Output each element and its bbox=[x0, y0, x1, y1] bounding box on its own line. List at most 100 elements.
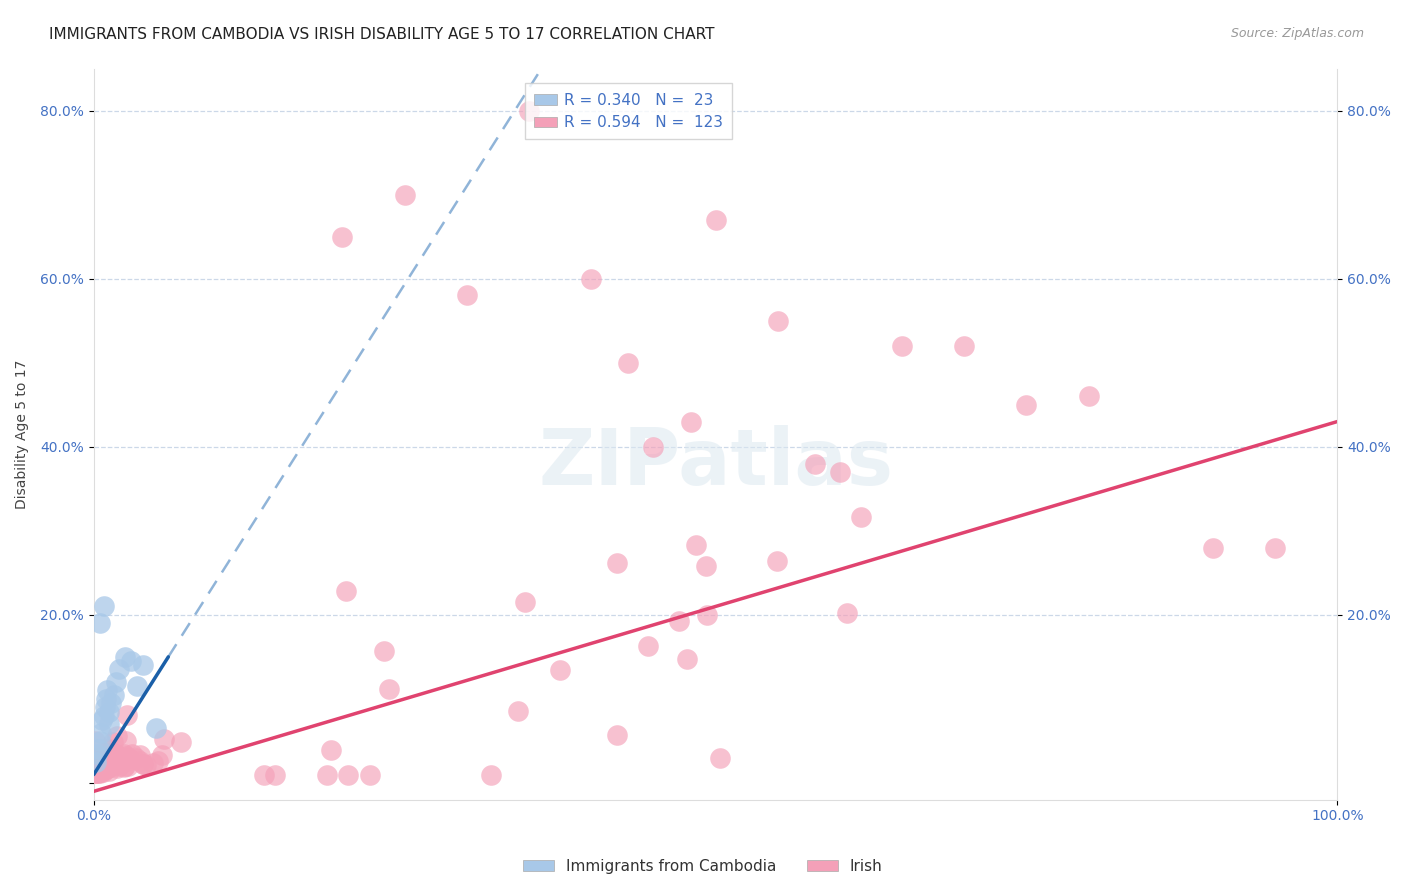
Point bbox=[105, 675, 128, 690]
Point bbox=[110, 751, 132, 765]
Point bbox=[579, 271, 602, 285]
Point bbox=[766, 554, 789, 568]
Point bbox=[264, 767, 287, 781]
Point bbox=[125, 750, 148, 764]
Point bbox=[114, 649, 136, 664]
Point bbox=[93, 708, 115, 723]
Point bbox=[373, 644, 395, 658]
Point bbox=[89, 759, 111, 773]
Point bbox=[617, 356, 640, 370]
Point bbox=[86, 765, 108, 780]
Point bbox=[104, 747, 127, 761]
Point bbox=[132, 756, 155, 771]
Point bbox=[1202, 541, 1225, 555]
Point bbox=[115, 707, 138, 722]
Point bbox=[87, 761, 110, 775]
Text: IMMIGRANTS FROM CAMBODIA VS IRISH DISABILITY AGE 5 TO 17 CORRELATION CHART: IMMIGRANTS FROM CAMBODIA VS IRISH DISABI… bbox=[49, 27, 714, 42]
Point bbox=[100, 696, 122, 710]
Point bbox=[91, 764, 114, 778]
Point bbox=[1015, 398, 1038, 412]
Point bbox=[103, 756, 125, 770]
Point bbox=[94, 753, 117, 767]
Point bbox=[93, 755, 115, 769]
Point bbox=[97, 757, 120, 772]
Point bbox=[94, 753, 117, 767]
Legend: R = 0.340   N =  23, R = 0.594   N =  123: R = 0.340 N = 23, R = 0.594 N = 123 bbox=[524, 84, 733, 139]
Point bbox=[97, 746, 120, 760]
Point bbox=[315, 767, 337, 781]
Legend: Immigrants from Cambodia, Irish: Immigrants from Cambodia, Irish bbox=[517, 853, 889, 880]
Point bbox=[709, 750, 731, 764]
Point bbox=[456, 288, 478, 302]
Point bbox=[128, 747, 150, 762]
Point bbox=[103, 688, 125, 702]
Point bbox=[84, 766, 107, 780]
Text: ZIPatlas: ZIPatlas bbox=[538, 425, 893, 501]
Point bbox=[146, 754, 169, 768]
Point bbox=[517, 103, 540, 118]
Point bbox=[84, 734, 107, 748]
Point bbox=[394, 187, 416, 202]
Point bbox=[120, 654, 142, 668]
Point bbox=[89, 755, 111, 769]
Point bbox=[252, 767, 274, 781]
Point bbox=[105, 761, 128, 775]
Point bbox=[127, 679, 149, 693]
Point bbox=[152, 732, 174, 747]
Point bbox=[84, 755, 107, 769]
Point bbox=[98, 764, 121, 778]
Point bbox=[114, 752, 136, 766]
Point bbox=[115, 734, 138, 748]
Point bbox=[695, 558, 717, 573]
Point bbox=[84, 764, 107, 779]
Point bbox=[101, 749, 124, 764]
Point bbox=[101, 734, 124, 748]
Point bbox=[97, 749, 120, 764]
Point bbox=[105, 730, 128, 744]
Point bbox=[101, 759, 124, 773]
Point bbox=[114, 759, 136, 773]
Point bbox=[550, 663, 572, 677]
Point bbox=[170, 735, 193, 749]
Point bbox=[93, 762, 115, 776]
Point bbox=[84, 761, 107, 775]
Point bbox=[87, 752, 110, 766]
Point bbox=[336, 767, 359, 781]
Point bbox=[86, 756, 108, 771]
Point bbox=[1264, 541, 1286, 555]
Point bbox=[606, 556, 628, 570]
Point bbox=[508, 704, 530, 718]
Point bbox=[121, 747, 143, 761]
Point bbox=[107, 663, 129, 677]
Point bbox=[675, 652, 697, 666]
Point bbox=[90, 725, 112, 739]
Point bbox=[91, 764, 114, 779]
Point bbox=[96, 683, 118, 698]
Point bbox=[129, 754, 152, 768]
Point bbox=[91, 713, 114, 727]
Point bbox=[135, 758, 157, 772]
Point bbox=[335, 584, 357, 599]
Point bbox=[84, 753, 107, 767]
Point bbox=[804, 457, 827, 471]
Point bbox=[1077, 389, 1099, 403]
Point bbox=[93, 758, 115, 772]
Y-axis label: Disability Age 5 to 17: Disability Age 5 to 17 bbox=[15, 359, 30, 508]
Point bbox=[97, 705, 120, 719]
Point bbox=[668, 614, 690, 628]
Point bbox=[828, 465, 851, 479]
Point bbox=[93, 599, 115, 614]
Point bbox=[378, 682, 401, 697]
Point bbox=[766, 313, 789, 327]
Point bbox=[84, 754, 107, 768]
Point bbox=[150, 748, 173, 763]
Point bbox=[84, 750, 107, 764]
Point bbox=[84, 765, 107, 780]
Point bbox=[89, 766, 111, 780]
Point bbox=[108, 759, 131, 773]
Point bbox=[87, 757, 110, 772]
Point bbox=[637, 639, 659, 653]
Point bbox=[87, 764, 110, 779]
Point bbox=[94, 692, 117, 706]
Point bbox=[112, 747, 135, 762]
